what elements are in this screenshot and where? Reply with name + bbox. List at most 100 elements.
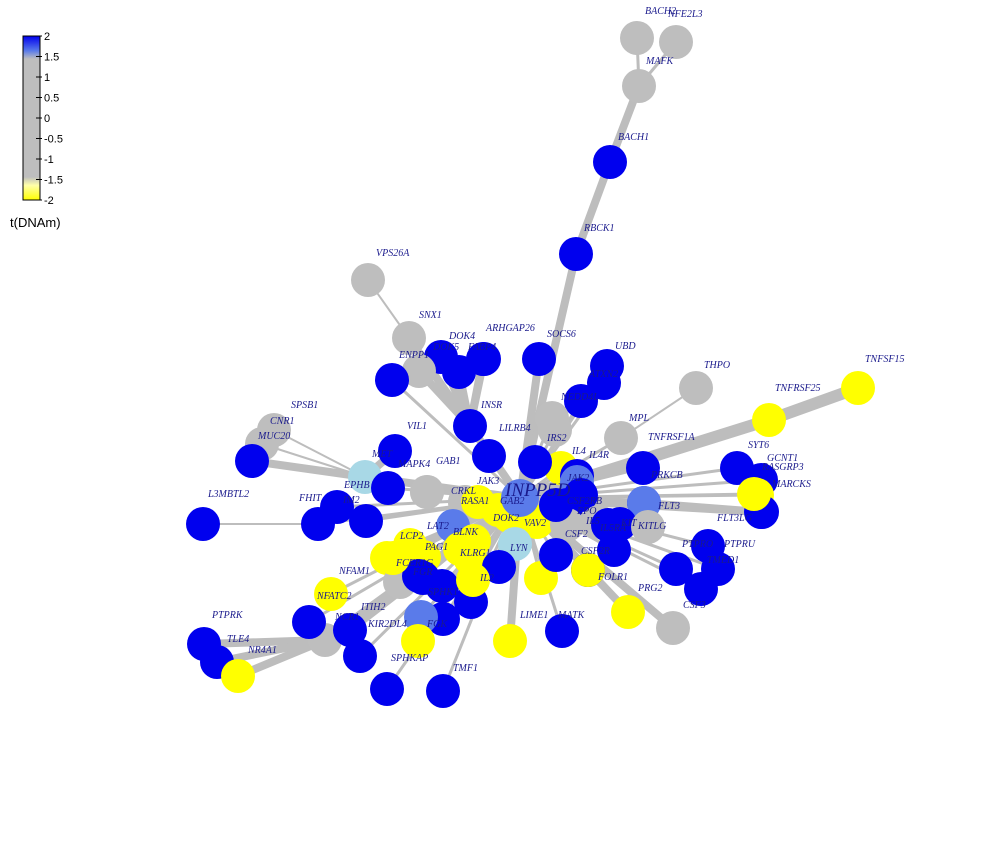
node-label-gab1: GAB1 [436,456,460,467]
node-label-thpo: THPO [704,360,730,371]
node-bach2[interactable] [620,21,654,55]
node-nfatc2[interactable] [314,577,348,611]
node-tmf1[interactable] [426,674,460,708]
node-kir2dl4[interactable] [333,613,367,647]
node-btk[interactable] [482,550,516,584]
node-gab1[interactable] [410,475,444,509]
node-label-prkcb: PRKCB [650,470,683,481]
node-l3mbtl2[interactable] [186,507,220,541]
node-label-mpl: MPL [628,413,649,424]
node-muc20[interactable] [235,444,269,478]
node-lime1[interactable] [493,624,527,658]
node-sphkap[interactable] [370,672,404,706]
node-fabp4[interactable] [466,342,500,376]
node-label-mapk4: MAPK4 [397,459,430,470]
node-mafk[interactable] [622,69,656,103]
node-nr4a1[interactable] [221,659,255,693]
node-ptpn6[interactable] [401,624,435,658]
node-vps26a[interactable] [351,263,385,297]
node-label-kir2dl4: KIR2DL4 [367,619,407,630]
node-label-arhgap26: ARHGAP26 [485,323,535,334]
node-shc1[interactable] [539,538,573,572]
node-ptpn11[interactable] [406,561,440,595]
node-thpo[interactable] [679,371,713,405]
node-label-nr4a1: NR4A1 [247,645,277,656]
node-label-bach2: BACH2 [645,6,676,17]
node-cd22[interactable] [539,488,573,522]
node-label-tle4: TLE4 [227,634,249,645]
node-rbck1[interactable] [559,237,593,271]
node-label-lyn: LYN [509,543,529,554]
node-label-matk: MATK [557,610,586,621]
node-label-vps26a: VPS26A [376,248,410,259]
node-vil1[interactable] [378,434,412,468]
node-label-itih2: ITIH2 [360,602,385,613]
node-sos1[interactable] [737,477,771,511]
node-label-pag1: PAG1 [424,542,448,553]
node-label-fabp4: FABP4 [467,342,496,353]
node-crk[interactable] [376,541,410,575]
node-kitlg[interactable] [631,510,665,544]
node-label-im2: IM2 [342,495,360,506]
node-label-ptpru: PTPRU [723,539,756,550]
node-label-flt3: FLT3 [657,501,680,512]
node-cd4[interactable] [375,363,409,397]
node-label-ncr1: NCR1 [334,612,359,623]
node-label-ptprk: PTPRK [211,610,244,621]
node-lck[interactable] [349,504,383,538]
node-label-csf3: CSF3 [683,600,706,611]
node-label-kit: KIT [620,518,638,529]
node-label-flt3lg: FLT3LG [716,513,752,524]
node-enpp1[interactable] [402,354,436,388]
node-stat5[interactable] [518,445,552,479]
node-label-gab2: GAB2 [500,496,524,507]
node-csf3[interactable] [656,611,690,645]
node-label-dok5: DOK5 [432,342,459,353]
node-label-jak3: JAK3 [477,476,499,487]
node-nfe2l3[interactable] [659,25,693,59]
node-label-socs6: SOCS6 [547,329,576,340]
node-label-nedd4l: NEDD4L [560,392,599,403]
node-im2[interactable] [320,490,354,524]
legend-tick-label: -1 [44,154,54,166]
node-label-insr: INSR [480,400,502,411]
legend-tick-label: -0.5 [44,134,63,146]
node-bach1[interactable] [593,145,627,179]
node-snx1[interactable] [392,321,426,355]
color-legend: 2 1.5 1 0.5 0 -0.5 -1 -1.5 -2 t(DNAm) [10,31,63,230]
node-inpp5d[interactable] [501,479,539,517]
node-mpl[interactable] [604,421,638,455]
node-atxn2[interactable] [587,366,621,400]
node-insr[interactable] [453,409,487,443]
node-label-prg2: PRG2 [637,583,662,594]
node-label-marcks: MARCKS [771,479,811,490]
node-tnfsf15[interactable] [841,371,875,405]
node-label-gcnt1: GCNT1 [767,453,798,464]
node-pik3r1[interactable] [684,572,718,606]
node-label-il5: IL5 [585,516,600,527]
node-prg2[interactable] [611,595,645,629]
node-label-kitlg: KITLG [637,521,666,532]
node-vav1[interactable] [597,533,631,567]
node-label-blnk: BLNK [453,527,479,538]
node-socs6[interactable] [522,342,556,376]
node-tnfrsf25[interactable] [752,403,786,437]
node-fes[interactable] [456,563,490,597]
node-cbl[interactable] [343,639,377,673]
node-csf2r[interactable] [571,553,605,587]
node-label-tnfrsf1a: TNFRSF1A [648,432,696,443]
node-label-crkl: CRKL [451,486,476,497]
node-label-syt6: SYT6 [748,440,769,451]
node-lilrb4[interactable] [472,439,506,473]
node-ptpro[interactable] [659,552,693,586]
node-hck[interactable] [292,605,326,639]
node-plcg2[interactable] [535,401,569,435]
node-kit[interactable] [603,507,637,541]
node-ephb[interactable] [371,471,405,505]
node-label-csf2: CSF2 [565,529,588,540]
node-tnfrsf1a[interactable] [626,451,660,485]
node-label-l3mbtl2: L3MBTL2 [207,489,249,500]
node-nedd4l[interactable] [564,384,598,418]
node-label-mafk: MAFK [645,56,675,67]
node-matk[interactable] [545,614,579,648]
